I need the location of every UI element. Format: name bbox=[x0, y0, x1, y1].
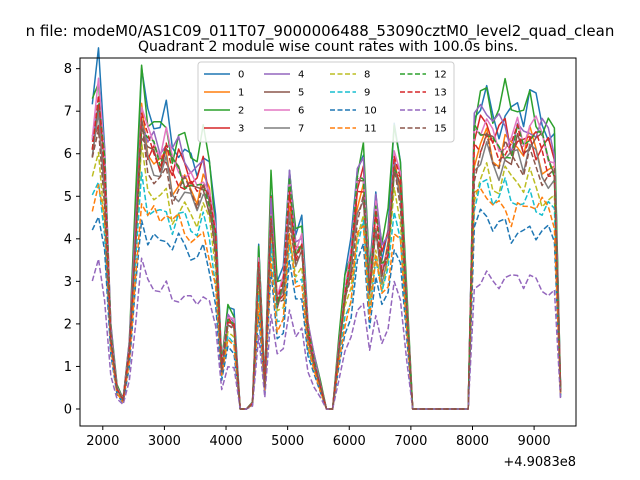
legend-box bbox=[197, 61, 455, 143]
x-tick-label: 4000 bbox=[209, 434, 242, 449]
y-axis: 0 1 2 3 4 5 6 7 8 bbox=[64, 62, 80, 417]
legend-label-9: 9 bbox=[364, 88, 370, 99]
series-line-10 bbox=[91, 208, 562, 410]
legend-label-4: 4 bbox=[298, 70, 304, 81]
legend-label-3: 3 bbox=[238, 124, 244, 135]
series-line-15 bbox=[91, 118, 562, 410]
legend-label-8: 8 bbox=[364, 70, 370, 81]
x-tick-label: 3000 bbox=[148, 434, 181, 449]
legend-label-7: 7 bbox=[298, 124, 304, 135]
y-tick-label: 3 bbox=[64, 275, 72, 290]
axes-frame bbox=[79, 57, 577, 427]
x-axis: 2000 3000 4000 5000 6000 7000 8000 9000 bbox=[86, 426, 551, 449]
legend-label-2: 2 bbox=[238, 106, 244, 117]
series-line-8 bbox=[91, 141, 562, 410]
legend-label-0: 0 bbox=[238, 70, 244, 81]
series-line-2 bbox=[91, 64, 562, 410]
series-line-6 bbox=[91, 77, 562, 410]
y-tick-label: 6 bbox=[64, 147, 72, 162]
series-line-9 bbox=[91, 171, 562, 410]
series-line-13 bbox=[91, 94, 562, 410]
x-tick-label: 5000 bbox=[271, 434, 304, 449]
x-tick-label: 6000 bbox=[333, 434, 366, 449]
y-tick-label: 2 bbox=[64, 317, 72, 332]
chart-title: Quadrant 2 module wise count rates with … bbox=[138, 39, 518, 55]
legend-label-1: 1 bbox=[238, 88, 244, 99]
x-tick-label: 7000 bbox=[394, 434, 427, 449]
x-tick-label: 9000 bbox=[518, 434, 551, 449]
y-tick-label: 5 bbox=[64, 190, 72, 205]
legend-label-6: 6 bbox=[298, 106, 304, 117]
y-tick-label: 0 bbox=[64, 402, 72, 417]
y-tick-label: 4 bbox=[64, 232, 72, 247]
series-line-14 bbox=[91, 257, 562, 410]
y-tick-label: 7 bbox=[64, 105, 72, 120]
series-line-0 bbox=[91, 47, 562, 410]
x-tick-label: 2000 bbox=[86, 434, 119, 449]
legend-label-15: 15 bbox=[434, 124, 447, 135]
y-tick-label: 1 bbox=[64, 360, 72, 375]
plot-series-group bbox=[91, 47, 562, 410]
legend-label-10: 10 bbox=[364, 106, 377, 117]
y-tick-label: 8 bbox=[64, 62, 72, 77]
legend-label-13: 13 bbox=[434, 88, 447, 99]
x-tick-label: 8000 bbox=[456, 434, 489, 449]
legend-label-11: 11 bbox=[364, 124, 377, 135]
legend-label-12: 12 bbox=[434, 70, 447, 81]
legend-label-14: 14 bbox=[434, 106, 447, 117]
series-line-11 bbox=[91, 184, 562, 410]
x-axis-offset-label: +4.9083e8 bbox=[503, 455, 576, 470]
figure-suptitle: n file: modeM0/AS1C09_011T07_9000006488_… bbox=[26, 22, 615, 41]
legend-label-5: 5 bbox=[298, 88, 304, 99]
